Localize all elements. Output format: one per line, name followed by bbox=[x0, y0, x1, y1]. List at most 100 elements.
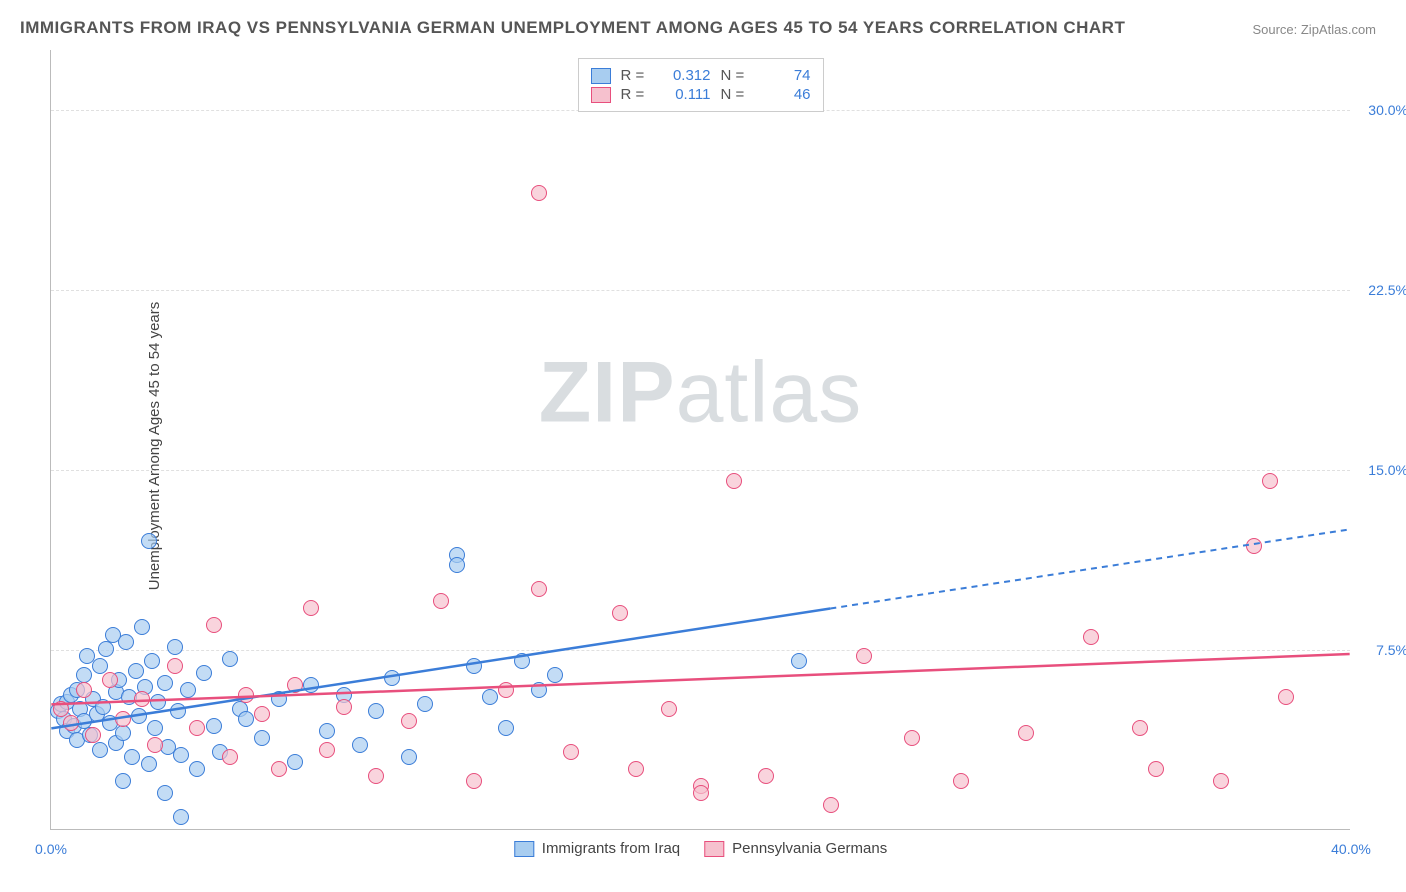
x-tick-label: 40.0% bbox=[1331, 841, 1371, 857]
r-value-0: 0.312 bbox=[659, 67, 711, 84]
data-point-series-1 bbox=[238, 687, 254, 703]
swatch-series-0 bbox=[591, 68, 611, 84]
data-point-series-0 bbox=[531, 682, 547, 698]
data-point-series-1 bbox=[661, 701, 677, 717]
data-point-series-0 bbox=[222, 651, 238, 667]
data-point-series-0 bbox=[206, 718, 222, 734]
data-point-series-0 bbox=[514, 653, 530, 669]
data-point-series-0 bbox=[401, 749, 417, 765]
watermark-bold: ZIP bbox=[539, 344, 676, 440]
chart-title: IMMIGRANTS FROM IRAQ VS PENNSYLVANIA GER… bbox=[20, 18, 1125, 38]
data-point-series-0 bbox=[482, 689, 498, 705]
legend-item-1: Pennsylvania Germans bbox=[704, 840, 887, 857]
r-label: R = bbox=[621, 67, 649, 84]
data-point-series-1 bbox=[628, 761, 644, 777]
plot-area: ZIPatlas R = 0.312 N = 74 R = 0.111 N = … bbox=[50, 50, 1350, 830]
data-point-series-0 bbox=[95, 699, 111, 715]
data-point-series-1 bbox=[254, 706, 270, 722]
data-point-series-0 bbox=[254, 730, 270, 746]
data-point-series-0 bbox=[352, 737, 368, 753]
data-point-series-0 bbox=[115, 773, 131, 789]
data-point-series-0 bbox=[141, 533, 157, 549]
y-tick-label: 7.5% bbox=[1376, 642, 1406, 658]
data-point-series-1 bbox=[167, 658, 183, 674]
n-value-1: 46 bbox=[759, 86, 811, 103]
data-point-series-1 bbox=[134, 691, 150, 707]
legend-stats: R = 0.312 N = 74 R = 0.111 N = 46 bbox=[578, 58, 824, 112]
regression-extrapolation-series-0 bbox=[830, 529, 1349, 608]
data-point-series-1 bbox=[271, 761, 287, 777]
data-point-series-1 bbox=[904, 730, 920, 746]
data-point-series-0 bbox=[271, 691, 287, 707]
data-point-series-1 bbox=[287, 677, 303, 693]
legend-item-0: Immigrants from Iraq bbox=[514, 840, 680, 857]
data-point-series-0 bbox=[196, 665, 212, 681]
data-point-series-0 bbox=[173, 747, 189, 763]
data-point-series-1 bbox=[612, 605, 628, 621]
data-point-series-0 bbox=[150, 694, 166, 710]
data-point-series-0 bbox=[238, 711, 254, 727]
data-point-series-0 bbox=[547, 667, 563, 683]
data-point-series-1 bbox=[206, 617, 222, 633]
data-point-series-0 bbox=[157, 675, 173, 691]
r-value-1: 0.111 bbox=[659, 86, 711, 103]
data-point-series-0 bbox=[92, 742, 108, 758]
y-tick-label: 22.5% bbox=[1368, 282, 1406, 298]
swatch-series-0 bbox=[514, 841, 534, 857]
data-point-series-1 bbox=[189, 720, 205, 736]
data-point-series-1 bbox=[1213, 773, 1229, 789]
data-point-series-1 bbox=[319, 742, 335, 758]
data-point-series-0 bbox=[173, 809, 189, 825]
data-point-series-1 bbox=[1083, 629, 1099, 645]
legend-series: Immigrants from Iraq Pennsylvania German… bbox=[514, 840, 887, 857]
data-point-series-1 bbox=[115, 711, 131, 727]
data-point-series-1 bbox=[531, 185, 547, 201]
source-label: Source: ZipAtlas.com bbox=[1252, 22, 1376, 37]
y-tick-label: 15.0% bbox=[1368, 462, 1406, 478]
data-point-series-1 bbox=[222, 749, 238, 765]
data-point-series-1 bbox=[102, 672, 118, 688]
data-point-series-0 bbox=[144, 653, 160, 669]
data-point-series-1 bbox=[498, 682, 514, 698]
data-point-series-0 bbox=[134, 619, 150, 635]
data-point-series-1 bbox=[303, 600, 319, 616]
data-point-series-0 bbox=[124, 749, 140, 765]
data-point-series-1 bbox=[76, 682, 92, 698]
data-point-series-1 bbox=[531, 581, 547, 597]
data-point-series-0 bbox=[449, 557, 465, 573]
data-point-series-0 bbox=[466, 658, 482, 674]
data-point-series-1 bbox=[1018, 725, 1034, 741]
data-point-series-1 bbox=[401, 713, 417, 729]
data-point-series-0 bbox=[92, 658, 108, 674]
data-point-series-1 bbox=[758, 768, 774, 784]
data-point-series-1 bbox=[53, 701, 69, 717]
data-point-series-1 bbox=[85, 727, 101, 743]
data-point-series-1 bbox=[336, 699, 352, 715]
series-name-0: Immigrants from Iraq bbox=[542, 840, 680, 857]
data-point-series-1 bbox=[466, 773, 482, 789]
swatch-series-1 bbox=[704, 841, 724, 857]
gridline bbox=[51, 650, 1350, 651]
data-point-series-1 bbox=[856, 648, 872, 664]
data-point-series-1 bbox=[147, 737, 163, 753]
data-point-series-0 bbox=[189, 761, 205, 777]
data-point-series-0 bbox=[141, 756, 157, 772]
data-point-series-0 bbox=[180, 682, 196, 698]
n-value-0: 74 bbox=[759, 67, 811, 84]
data-point-series-1 bbox=[1278, 689, 1294, 705]
data-point-series-1 bbox=[823, 797, 839, 813]
data-point-series-0 bbox=[287, 754, 303, 770]
series-name-1: Pennsylvania Germans bbox=[732, 840, 887, 857]
data-point-series-0 bbox=[131, 708, 147, 724]
data-point-series-0 bbox=[157, 785, 173, 801]
data-point-series-1 bbox=[1148, 761, 1164, 777]
data-point-series-0 bbox=[384, 670, 400, 686]
data-point-series-0 bbox=[319, 723, 335, 739]
data-point-series-1 bbox=[1246, 538, 1262, 554]
data-point-series-0 bbox=[115, 725, 131, 741]
n-label: N = bbox=[721, 67, 749, 84]
r-label: R = bbox=[621, 86, 649, 103]
data-point-series-1 bbox=[693, 785, 709, 801]
watermark-light: atlas bbox=[676, 344, 863, 440]
data-point-series-1 bbox=[563, 744, 579, 760]
